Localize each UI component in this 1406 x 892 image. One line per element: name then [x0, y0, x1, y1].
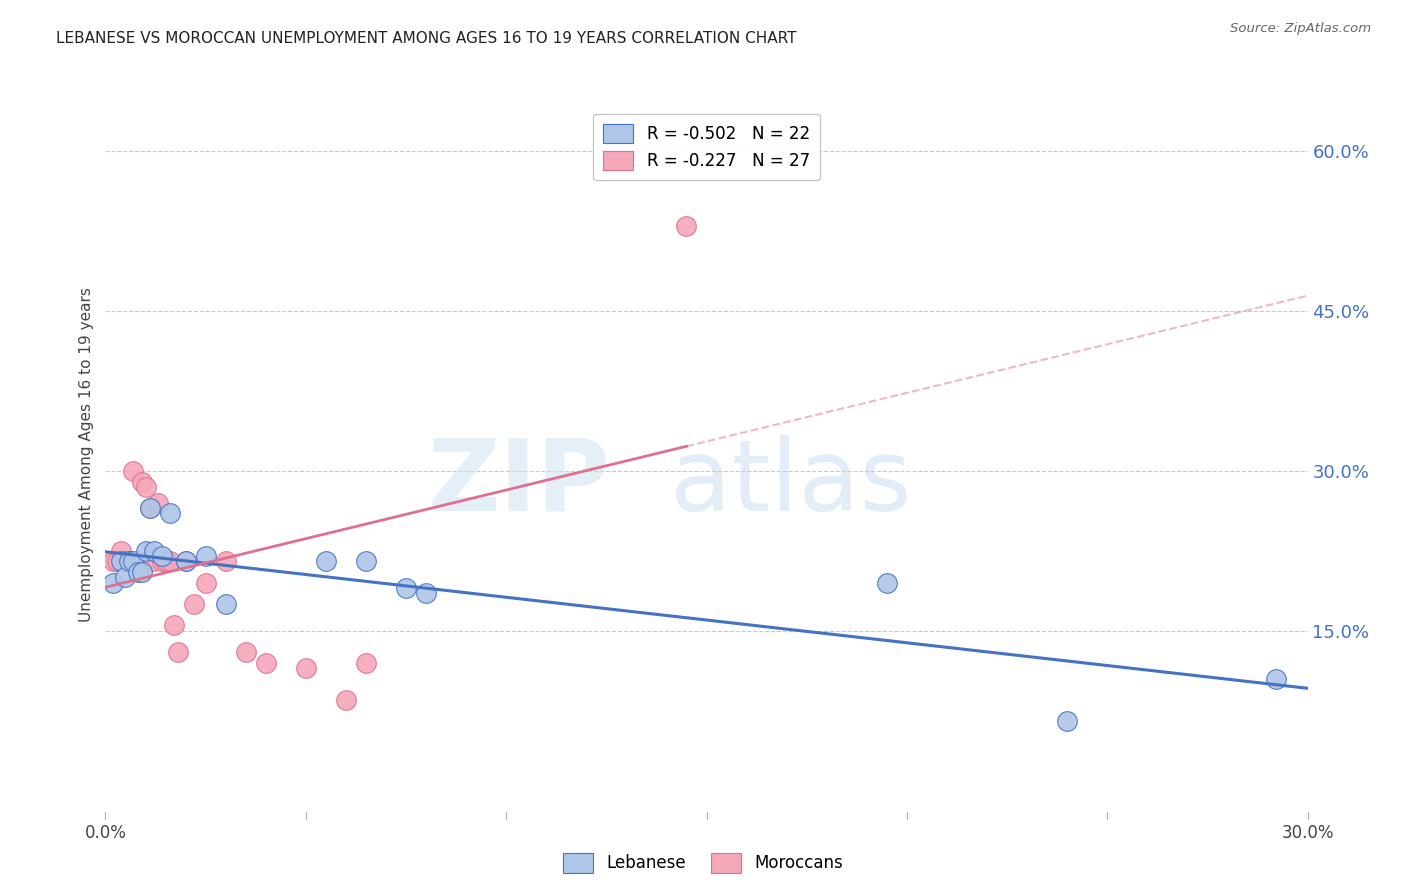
Point [122, 554, 145, 568]
Point [315, 554, 337, 568]
Point [103, 575, 125, 590]
Point [174, 554, 197, 568]
Point [335, 693, 357, 707]
Legend: R = -0.502   N = 22, R = -0.227   N = 27: R = -0.502 N = 22, R = -0.227 N = 27 [593, 113, 820, 180]
Point [110, 543, 132, 558]
Point [110, 554, 132, 568]
Text: Source: ZipAtlas.com: Source: ZipAtlas.com [1230, 22, 1371, 36]
Point [194, 575, 217, 590]
Point [194, 549, 217, 563]
Point [183, 597, 205, 611]
Point [131, 475, 153, 489]
Point [159, 507, 181, 521]
Point [354, 656, 377, 670]
Point [103, 554, 125, 568]
Point [138, 501, 160, 516]
Point [1056, 714, 1078, 729]
Point [122, 464, 145, 478]
Legend: Lebanese, Moroccans: Lebanese, Moroccans [557, 847, 849, 880]
Point [675, 219, 697, 233]
Point [118, 554, 141, 568]
Point [214, 554, 236, 568]
Point [114, 554, 136, 568]
Point [142, 554, 165, 568]
Point [235, 645, 257, 659]
Point [214, 597, 236, 611]
Point [159, 554, 181, 568]
Point [135, 543, 157, 558]
Text: atlas: atlas [669, 435, 911, 532]
Point [415, 586, 437, 600]
Point [162, 618, 184, 632]
Text: ZIP: ZIP [427, 435, 610, 532]
Point [138, 501, 160, 516]
Point [131, 565, 153, 579]
Point [135, 480, 157, 494]
Point [142, 543, 165, 558]
Point [876, 575, 898, 590]
Point [354, 554, 377, 568]
Point [107, 554, 129, 568]
Y-axis label: Unemployment Among Ages 16 to 19 years: Unemployment Among Ages 16 to 19 years [79, 287, 94, 623]
Point [1264, 672, 1286, 686]
Point [295, 661, 318, 675]
Point [114, 570, 136, 584]
Point [150, 549, 173, 563]
Point [166, 645, 188, 659]
Point [127, 565, 149, 579]
Point [254, 656, 277, 670]
Point [146, 496, 169, 510]
Point [155, 554, 177, 568]
Point [174, 554, 197, 568]
Point [118, 554, 141, 568]
Point [127, 554, 149, 568]
Text: LEBANESE VS MOROCCAN UNEMPLOYMENT AMONG AGES 16 TO 19 YEARS CORRELATION CHART: LEBANESE VS MOROCCAN UNEMPLOYMENT AMONG … [56, 31, 797, 46]
Point [395, 581, 418, 595]
Point [150, 554, 173, 568]
